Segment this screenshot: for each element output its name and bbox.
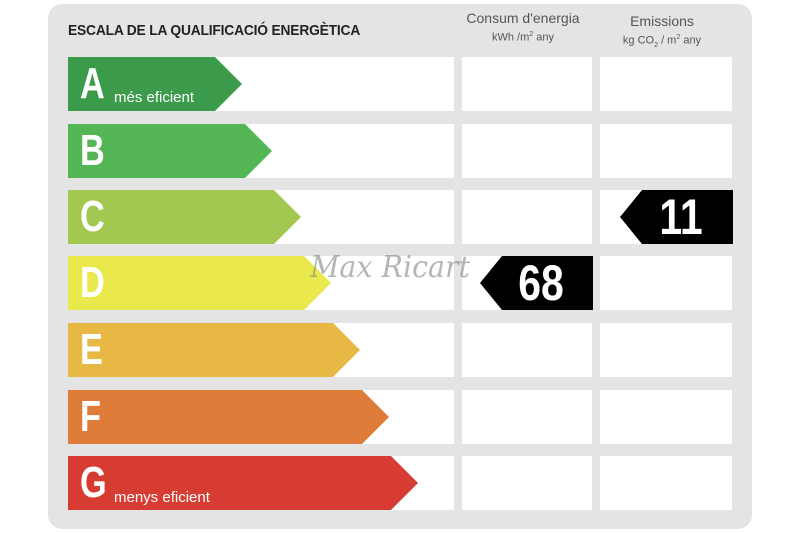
consum-cell-g [462,456,592,510]
emissions-cell-e [600,323,732,377]
rating-arrow-c [68,190,301,244]
rating-arrow-a [68,57,242,111]
rating-letter-a: A [80,59,105,108]
rating-arrow-g [68,456,418,510]
watermark: Max Ricart [310,250,471,285]
rating-letter-e: E [80,325,103,374]
emissions-value: 11 [659,189,703,245]
rating-letter-f: F [80,392,101,441]
rating-letter-b: B [80,126,105,175]
consum-cell-f [462,390,592,444]
rating-letter-d: D [80,258,105,307]
rating-letter-g: G [80,458,107,507]
consum-cell-a [462,57,592,111]
emissions-marker [620,190,733,244]
rating-letter-c: C [80,192,105,241]
rating-arrow-d [68,256,331,310]
emissions-column-label: Emissions [630,13,694,29]
emissions-cell-g [600,456,732,510]
consum-column-label: Consum d'energia [466,10,580,26]
emissions-cell-a [600,57,732,111]
rating-label-a: més eficient [114,89,195,106]
consum-cell-b [462,124,592,178]
emissions-cell-d [600,256,732,310]
rating-arrow-f [68,390,389,444]
page-title: ESCALA DE LA QUALIFICACIÓ ENERGÈTICA [68,22,361,39]
emissions-column-header: Emissions kg CO2 / m2 any [598,13,726,55]
consum-column-header: Consum d'energia kWh /m2 any [462,10,584,47]
rating-label-g: menys eficient [114,489,210,506]
rating-arrow-e [68,323,360,377]
emissions-column-unit: kg CO2 / m2 any [622,34,702,49]
emissions-cell-b [600,124,732,178]
rating-arrow-b [68,124,272,178]
emissions-cell-f [600,390,732,444]
consum-cell-c [462,190,592,244]
consum-value: 68 [518,255,564,311]
consum-marker [480,256,593,310]
consum-cell-e [462,323,592,377]
consum-column-unit: kWh /m2 any [492,31,554,44]
